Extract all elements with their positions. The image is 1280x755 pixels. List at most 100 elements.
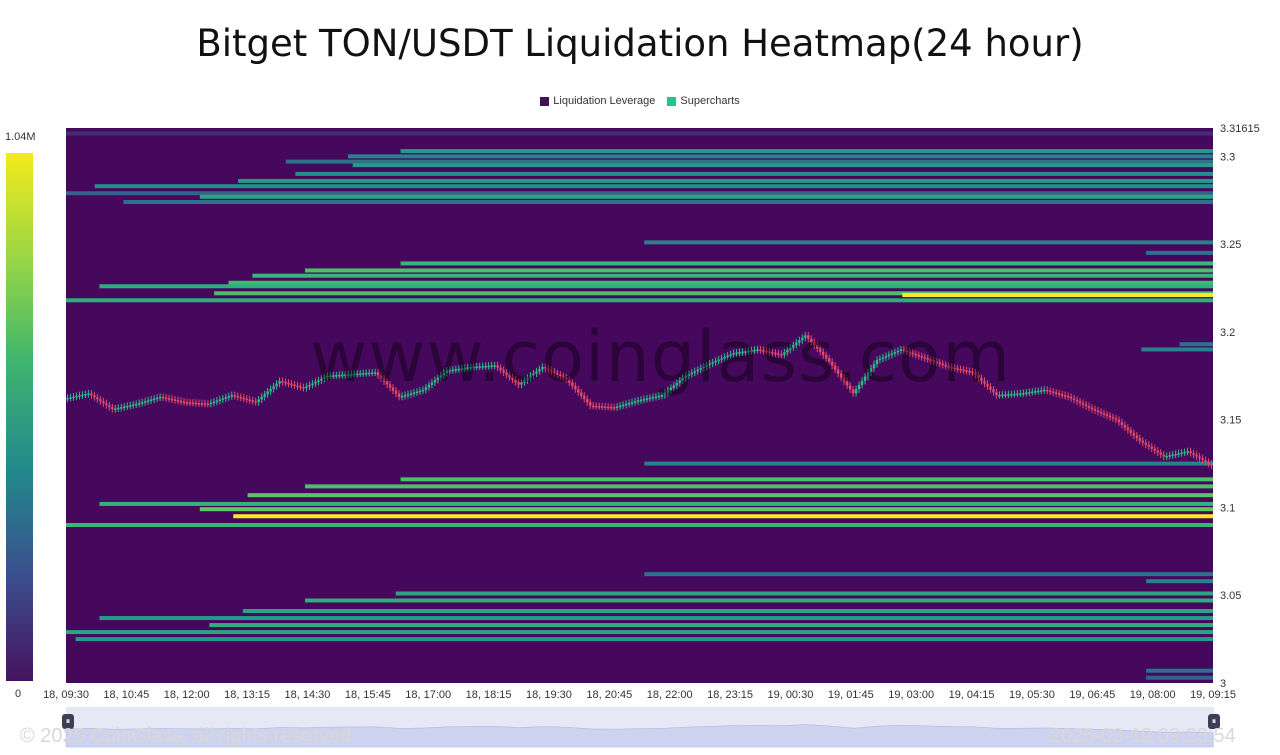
candle-body (182, 401, 186, 403)
candle-body (514, 379, 517, 383)
candle-body (1132, 432, 1136, 436)
price-tick-label: 3.15 (1220, 415, 1241, 427)
candle-body (490, 365, 493, 367)
candle-body (158, 396, 162, 399)
candle-body (959, 368, 962, 371)
candle-body (884, 356, 888, 358)
candle-body (618, 405, 622, 408)
candle-body (350, 374, 353, 376)
liquidation-band-7 (94, 184, 1213, 189)
candle-body (720, 358, 723, 360)
candle-body (956, 368, 959, 370)
candle-body (1081, 402, 1085, 405)
candle-body (475, 366, 478, 369)
candle-body (878, 358, 882, 361)
candle-body (771, 352, 774, 354)
candle-body (1171, 454, 1174, 457)
legend-item-supercharts[interactable]: Supercharts (667, 95, 740, 107)
candle-body (451, 369, 455, 372)
candle-body (1084, 404, 1088, 407)
candle-body (989, 386, 992, 390)
candle-body (544, 367, 547, 369)
candle-body (666, 390, 670, 393)
candle-body (1087, 406, 1091, 408)
candle-body (502, 370, 505, 373)
candle-body (1004, 394, 1007, 396)
candle-body (920, 356, 923, 358)
candle-body (974, 372, 977, 376)
candle-body (245, 398, 248, 401)
candle-body (191, 402, 195, 405)
candle-body (648, 397, 652, 400)
price-tick-label: 3 (1220, 678, 1226, 690)
candle-body (532, 373, 535, 376)
candle-body (81, 394, 84, 397)
candle-body (875, 359, 879, 365)
legend-label-supercharts: Supercharts (680, 95, 740, 107)
navigator-left-handle[interactable]: ⏸ (62, 714, 74, 729)
candle-body (693, 371, 696, 373)
candle-body (376, 372, 380, 376)
candle-body (266, 391, 269, 395)
candle-body (230, 395, 233, 397)
candle-body (908, 351, 912, 354)
candle-body (463, 367, 466, 370)
liquidation-band-39 (75, 637, 1213, 642)
candle-body (565, 377, 568, 380)
candle-body (830, 361, 834, 366)
candle-body (798, 340, 801, 343)
candle-body (496, 365, 499, 368)
candle-body (744, 351, 747, 353)
candle-body (305, 386, 308, 389)
candle-body (523, 380, 526, 383)
candle-body (1016, 393, 1019, 396)
candle-body (1204, 460, 1207, 462)
time-tick-label: 18, 09:30 (43, 689, 89, 701)
candle-body (412, 392, 416, 394)
candle-body (1201, 458, 1204, 461)
candle-body (630, 402, 634, 404)
candle-body (1001, 394, 1004, 397)
candle-body (699, 368, 702, 370)
time-tick-label: 19, 01:45 (828, 689, 874, 701)
candle-body (759, 349, 762, 351)
legend-item-liquidation-leverage[interactable]: Liquidation Leverage (540, 95, 655, 107)
candle-body (472, 366, 475, 369)
candle-body (804, 335, 807, 338)
candle-body (221, 398, 225, 400)
candle-body (209, 402, 213, 405)
candle-body (857, 385, 861, 390)
candle-body (102, 401, 105, 404)
candle-body (824, 355, 828, 359)
candle-body (1195, 454, 1198, 457)
candle-body (872, 364, 876, 369)
candle-body (373, 372, 377, 374)
candle-body (684, 375, 687, 379)
candle-body (923, 357, 926, 359)
candle-body (1069, 396, 1073, 399)
liquidation-band-27 (99, 501, 1213, 506)
liquidation-band-33 (395, 591, 1213, 596)
candle-body (938, 362, 941, 365)
candle-body (660, 395, 664, 397)
candle-body (326, 375, 329, 378)
navigator-right-handle[interactable]: ⏸ (1208, 714, 1220, 729)
candle-body (117, 407, 120, 410)
candle-body (353, 373, 356, 376)
candle-body (329, 375, 332, 378)
candle-body (1093, 409, 1097, 411)
candle-body (1198, 456, 1201, 459)
candle-body (469, 367, 472, 369)
candle-body (1189, 451, 1192, 454)
candle-body (839, 373, 843, 378)
colorscale-max-label: 1.04M (5, 131, 36, 143)
time-tick-label: 18, 12:00 (164, 689, 210, 701)
candle-body (592, 405, 595, 408)
candle-body (433, 380, 437, 383)
candle-body (944, 364, 947, 367)
legend-label-liquidation-leverage: Liquidation Leverage (553, 95, 656, 107)
candle-body (508, 374, 511, 378)
candle-body (983, 380, 986, 384)
liquidation-band-12 (1146, 250, 1213, 255)
candle-body (248, 399, 251, 401)
